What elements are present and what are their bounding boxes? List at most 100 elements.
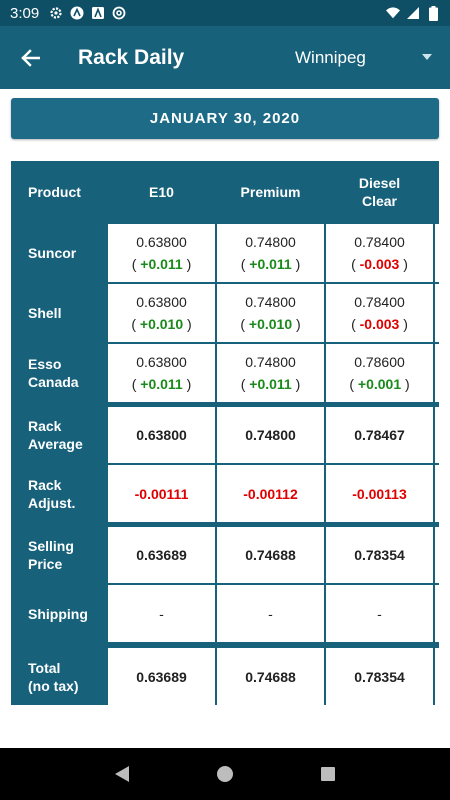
section-divider xyxy=(11,402,439,406)
change-value: +0.011 xyxy=(140,256,183,272)
total-row-value: 0.78354 xyxy=(326,648,433,705)
at-icon xyxy=(112,6,126,20)
city-dropdown[interactable]: Winnipeg xyxy=(280,26,440,89)
paren-open: ( xyxy=(240,376,250,392)
price-cell: 0.74800 ( +0.010 ) xyxy=(217,284,324,342)
square-recents-icon xyxy=(321,767,336,781)
shipping-row-value: - xyxy=(326,585,433,642)
shipping-row-value: - xyxy=(217,585,324,642)
date-banner: JANUARY 30, 2020 xyxy=(11,98,439,139)
rack-average-row-value: 0.74800 xyxy=(217,407,324,463)
price-change: ( +0.010 ) xyxy=(131,313,191,335)
change-value: +0.011 xyxy=(249,256,292,272)
paren-close: ) xyxy=(291,376,301,392)
price-change: ( +0.011 ) xyxy=(241,373,301,395)
a-box-icon xyxy=(91,6,105,20)
column-header: E10 xyxy=(149,183,174,200)
price-change: ( -0.003 ) xyxy=(351,253,408,275)
paren-open: ( xyxy=(240,316,249,332)
paren-open: ( xyxy=(131,376,141,392)
total-row-value: 0.74688 xyxy=(217,648,324,705)
hidden-column-edge xyxy=(435,585,439,642)
nav-back-button[interactable] xyxy=(107,759,137,789)
change-value: +0.011 xyxy=(249,376,292,392)
price-change: ( +0.001 ) xyxy=(349,373,409,395)
change-value: -0.003 xyxy=(359,316,400,332)
price-value: 0.74800 xyxy=(245,294,296,310)
price-change: ( -0.003 ) xyxy=(351,313,408,335)
price-cell: 0.63800 ( +0.011 ) xyxy=(108,224,215,282)
selling-price-row-label: Selling Price xyxy=(28,538,74,572)
arrow-left-icon xyxy=(21,48,40,67)
battery-icon xyxy=(426,5,440,21)
selling-price-row-value: 0.63689 xyxy=(108,527,215,583)
hidden-column-edge xyxy=(435,648,439,705)
column-header: Diesel Clear xyxy=(358,174,401,209)
price-cell: 0.78600 ( +0.001 ) xyxy=(326,344,433,402)
rack-average-row-value: 0.63800 xyxy=(108,407,215,463)
price-change: ( +0.010 ) xyxy=(240,313,300,335)
page-title: Rack Daily xyxy=(78,45,185,69)
paren-open: ( xyxy=(131,316,140,332)
circle-home-icon xyxy=(216,766,233,782)
nav-recents-button[interactable] xyxy=(313,759,343,789)
price-change: ( +0.011 ) xyxy=(132,253,192,275)
chevron-down-icon xyxy=(422,54,432,60)
city-selected-value: Winnipeg xyxy=(295,47,366,67)
status-bar: 3:09 xyxy=(0,0,450,26)
rack-average-row-label: Rack Average xyxy=(28,418,83,452)
price-value: 0.78400 xyxy=(354,294,405,310)
row-header: Shell xyxy=(28,305,62,321)
wifi-icon xyxy=(386,6,400,20)
paren-close: ) xyxy=(399,256,408,272)
price-cell: 0.74800 ( +0.011 ) xyxy=(217,224,324,282)
gear-icon xyxy=(49,6,63,20)
column-header: Premium xyxy=(240,183,301,200)
column-header-product: Product xyxy=(28,183,81,200)
price-cell: 0.74800 ( +0.011 ) xyxy=(217,344,324,402)
rack-adjust-row-label: Rack Adjust. xyxy=(28,476,76,511)
a-circle-icon xyxy=(70,6,84,20)
shipping-row-label: Shipping xyxy=(28,605,88,622)
paren-open: ( xyxy=(349,376,358,392)
section-divider xyxy=(11,643,439,647)
hidden-column-edge xyxy=(435,407,439,463)
selling-price-row-value: 0.74688 xyxy=(217,527,324,583)
paren-close: ) xyxy=(399,316,408,332)
price-value: 0.63800 xyxy=(136,294,187,310)
price-cell: 0.78400 ( -0.003 ) xyxy=(326,224,433,282)
price-value: 0.74800 xyxy=(245,354,296,370)
total-row-value: 0.63689 xyxy=(108,648,215,705)
signal-icon xyxy=(406,6,420,20)
hidden-column-edge xyxy=(435,344,439,402)
triangle-back-icon xyxy=(114,766,129,782)
paren-close: ) xyxy=(182,376,192,392)
paren-open: ( xyxy=(351,256,360,272)
paren-open: ( xyxy=(240,256,250,272)
price-value: 0.63800 xyxy=(136,354,187,370)
change-value: +0.010 xyxy=(139,316,184,332)
hidden-column-edge xyxy=(435,224,439,282)
price-value: 0.78600 xyxy=(354,354,405,370)
shipping-row-value: - xyxy=(108,585,215,642)
change-value: +0.001 xyxy=(357,376,402,392)
price-cell: 0.78400 ( -0.003 ) xyxy=(326,284,433,342)
paren-close: ) xyxy=(292,316,301,332)
rack-price-table: Product E10 Premium Diesel Clear Suncor 0.638… xyxy=(11,161,439,705)
paren-open: ( xyxy=(131,256,141,272)
price-value: 0.78400 xyxy=(354,234,405,250)
paren-close: ) xyxy=(182,256,192,272)
app-bar: Rack Daily Winnipeg xyxy=(0,26,450,89)
nav-home-button[interactable] xyxy=(210,759,240,789)
price-change: ( +0.011 ) xyxy=(241,253,301,275)
hidden-column-edge xyxy=(435,465,439,522)
back-button[interactable] xyxy=(0,26,60,89)
rack-average-row-value: 0.78467 xyxy=(326,407,433,463)
change-value: +0.010 xyxy=(248,316,293,332)
change-value: -0.003 xyxy=(359,256,400,272)
selling-price-row-value: 0.78354 xyxy=(326,527,433,583)
price-cell: 0.63800 ( +0.011 ) xyxy=(108,344,215,402)
paren-close: ) xyxy=(183,316,192,332)
price-value: 0.63800 xyxy=(136,234,187,250)
rack-adjust-row-value: -0.00111 xyxy=(108,465,215,522)
